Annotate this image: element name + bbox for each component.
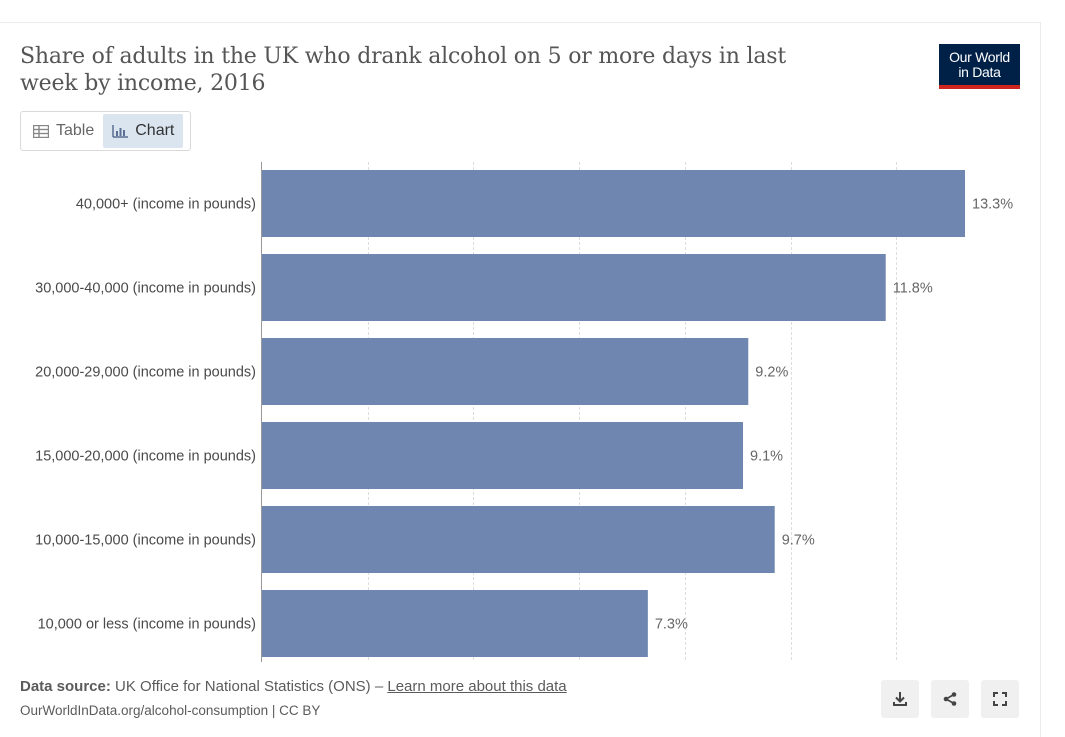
value-label: 7.3% bbox=[655, 617, 688, 633]
value-label: 11.8% bbox=[893, 281, 933, 297]
data-source: Data source: UK Office for National Stat… bbox=[20, 678, 567, 695]
bar[interactable] bbox=[262, 506, 775, 573]
download-button[interactable] bbox=[881, 680, 919, 718]
owid-logo[interactable]: Our World in Data bbox=[939, 44, 1020, 89]
download-icon bbox=[893, 692, 907, 706]
bar[interactable] bbox=[262, 590, 648, 657]
bar[interactable] bbox=[262, 254, 886, 321]
table-icon bbox=[33, 124, 49, 138]
source-text: UK Office for National Statistics (ONS) … bbox=[115, 678, 384, 695]
chart-title: Share of adults in the UK who drank alco… bbox=[20, 44, 786, 96]
fullscreen-button[interactable] bbox=[981, 680, 1019, 718]
tab-chart[interactable]: Chart bbox=[103, 114, 184, 148]
category-label: 40,000+ (income in pounds) bbox=[76, 197, 256, 213]
value-label: 9.7% bbox=[782, 533, 815, 549]
view-tabs: Table Chart bbox=[20, 111, 191, 151]
fullscreen-icon bbox=[993, 692, 1007, 706]
value-label: 9.1% bbox=[750, 449, 783, 465]
learn-more-link[interactable]: Learn more about this data bbox=[387, 678, 567, 695]
tab-chart-label: Chart bbox=[135, 122, 175, 139]
chart-icon bbox=[112, 124, 129, 138]
chart-frame bbox=[0, 22, 1041, 737]
share-icon bbox=[943, 692, 957, 706]
share-button[interactable] bbox=[931, 680, 969, 718]
value-label: 13.3% bbox=[972, 197, 1013, 213]
category-label: 15,000-20,000 (income in pounds) bbox=[35, 449, 256, 465]
category-label: 10,000 or less (income in pounds) bbox=[38, 617, 256, 633]
value-label: 9.2% bbox=[755, 365, 788, 381]
source-url[interactable]: OurWorldInData.org/alcohol-consumption |… bbox=[20, 703, 321, 718]
category-label: 10,000-15,000 (income in pounds) bbox=[35, 533, 256, 549]
bar[interactable] bbox=[262, 338, 749, 405]
tab-table-label: Table bbox=[56, 122, 95, 139]
logo-line-2: in Data bbox=[958, 64, 1001, 80]
tab-table[interactable]: Table bbox=[24, 114, 103, 148]
source-label: Data source: bbox=[20, 678, 111, 695]
category-label: 30,000-40,000 (income in pounds) bbox=[35, 281, 256, 297]
category-label: 20,000-29,000 (income in pounds) bbox=[35, 365, 256, 381]
bar[interactable] bbox=[262, 422, 743, 489]
bar[interactable] bbox=[262, 170, 965, 237]
logo-line-1: Our World bbox=[949, 49, 1010, 65]
